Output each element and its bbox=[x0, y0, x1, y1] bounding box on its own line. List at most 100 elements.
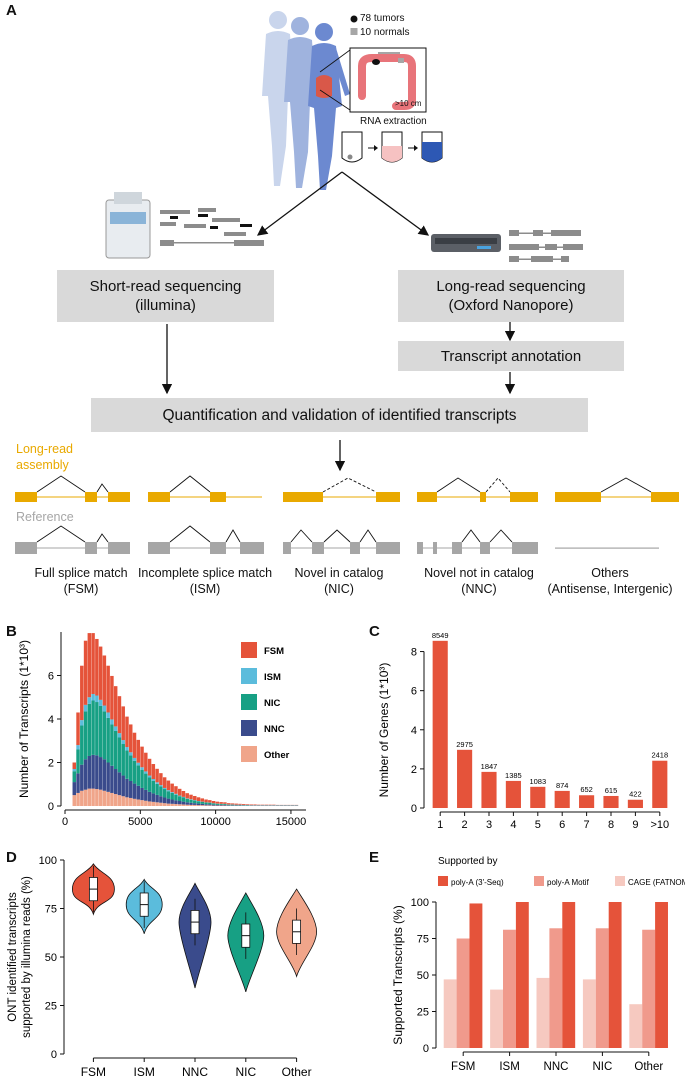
y-tick-label: 0 bbox=[48, 801, 54, 813]
bar-fsm bbox=[98, 646, 103, 700]
reference-label: Reference bbox=[16, 510, 74, 524]
x-tick-label: NIC bbox=[592, 1061, 612, 1073]
bar-other bbox=[151, 801, 156, 806]
bar-nic bbox=[185, 798, 189, 803]
legend-label-nnc: NNC bbox=[264, 724, 285, 735]
bar bbox=[579, 795, 595, 808]
bar-other bbox=[144, 800, 148, 806]
bar-nnc bbox=[200, 803, 205, 806]
bar-ism bbox=[102, 705, 107, 712]
bar-nic bbox=[80, 725, 84, 765]
data-label: 615 bbox=[605, 786, 618, 795]
legend-label-ism: ISM bbox=[264, 672, 281, 683]
bar-nic bbox=[129, 755, 133, 781]
bar-other bbox=[140, 800, 144, 806]
bar-nnc bbox=[159, 796, 163, 803]
bar-ism bbox=[91, 693, 95, 701]
bar-nic bbox=[166, 791, 171, 799]
x-tick-label: 5000 bbox=[128, 816, 152, 828]
y-tick-label: 75 bbox=[417, 934, 429, 946]
bar-nnc bbox=[151, 793, 156, 802]
bar bbox=[432, 640, 448, 808]
bar-nic bbox=[219, 804, 223, 805]
legend-title: Supported by bbox=[438, 856, 498, 867]
panel-label-a: A bbox=[6, 2, 17, 19]
bar-fsm bbox=[245, 804, 250, 805]
bar-0 bbox=[582, 979, 596, 1048]
nanopore-sequencer-illustration bbox=[431, 230, 583, 262]
bar bbox=[530, 786, 546, 808]
bar-other bbox=[125, 797, 129, 806]
y-tick-label: 50 bbox=[417, 970, 429, 982]
bar-ism bbox=[177, 795, 182, 797]
bar-nnc bbox=[83, 759, 88, 790]
bar-nnc bbox=[102, 759, 107, 791]
bar-1 bbox=[503, 929, 516, 1048]
bar-0 bbox=[490, 989, 504, 1048]
panel-label-b: B bbox=[6, 623, 17, 640]
bar-other bbox=[80, 790, 84, 806]
bar-nnc bbox=[204, 804, 208, 806]
bar-fsm bbox=[121, 706, 125, 741]
bar-fsm bbox=[155, 768, 159, 783]
bar-other bbox=[102, 790, 107, 806]
bar-nic bbox=[159, 786, 163, 797]
legend-swatch-nnc bbox=[241, 720, 257, 736]
bar-fsm bbox=[253, 804, 257, 806]
bar-fsm bbox=[83, 640, 88, 705]
x-tick-label: 1 bbox=[437, 819, 443, 831]
legend-swatch-other bbox=[241, 746, 257, 762]
bar-nic bbox=[147, 777, 152, 792]
y-tick-label: 6 bbox=[48, 671, 54, 683]
bar-other bbox=[91, 788, 95, 806]
bar-other bbox=[185, 804, 189, 806]
bar-nic bbox=[215, 803, 220, 805]
bar-other bbox=[117, 795, 122, 806]
sample-legend-markers bbox=[350, 15, 358, 35]
bar-nnc bbox=[162, 797, 167, 804]
x-tick-label: NNC bbox=[544, 1061, 569, 1073]
panel-label-e: E bbox=[369, 849, 380, 866]
y-tick-label: 2 bbox=[48, 758, 54, 770]
bar-nic bbox=[102, 711, 107, 760]
x-tick-label: NIC bbox=[235, 1065, 256, 1076]
y-axis-label-line1: ONT identified transcripts bbox=[7, 892, 19, 1022]
legend-swatch-nic bbox=[241, 694, 257, 710]
x-tick-label: Other bbox=[634, 1061, 663, 1073]
legend-tumors: 78 tumors bbox=[360, 13, 405, 24]
x-tick-label: FSM bbox=[451, 1061, 475, 1073]
bar-nic bbox=[117, 737, 122, 773]
bar-fsm bbox=[185, 793, 189, 799]
bar-ism bbox=[72, 769, 76, 772]
bar-fsm bbox=[72, 762, 76, 770]
annotation-box: Transcript annotation bbox=[398, 341, 624, 371]
human-figures-illustration bbox=[262, 11, 350, 190]
bar-nnc bbox=[129, 780, 133, 798]
bar-other bbox=[129, 797, 133, 806]
bar-other bbox=[132, 798, 137, 806]
y-tick-label: 25 bbox=[45, 1001, 57, 1013]
bar-nic bbox=[87, 703, 92, 756]
bar-ism bbox=[140, 767, 144, 770]
bar-other bbox=[174, 804, 178, 806]
data-label: 1847 bbox=[481, 762, 498, 771]
y-tick-label: 0 bbox=[51, 1049, 57, 1061]
bar-nnc bbox=[72, 782, 76, 796]
bar-nnc bbox=[113, 769, 118, 795]
bar-fsm bbox=[91, 633, 95, 694]
bar-nic bbox=[140, 769, 144, 788]
bar-ism bbox=[76, 745, 80, 750]
data-label: 8549 bbox=[432, 631, 449, 640]
legend-label: poly-A (3'-Seq) bbox=[451, 878, 504, 887]
bar-nic bbox=[125, 750, 129, 779]
x-axis-label: Transcript Length (nt) bbox=[128, 832, 242, 833]
bar-other bbox=[193, 804, 197, 806]
bar-ism bbox=[117, 733, 122, 738]
bar-nnc bbox=[110, 765, 114, 793]
bar-nnc bbox=[189, 802, 193, 805]
bar-nnc bbox=[181, 801, 186, 805]
bar-nic bbox=[223, 804, 227, 805]
y-tick-label: 4 bbox=[411, 725, 417, 737]
bar-fsm bbox=[136, 739, 141, 763]
bar-nic bbox=[211, 803, 216, 805]
